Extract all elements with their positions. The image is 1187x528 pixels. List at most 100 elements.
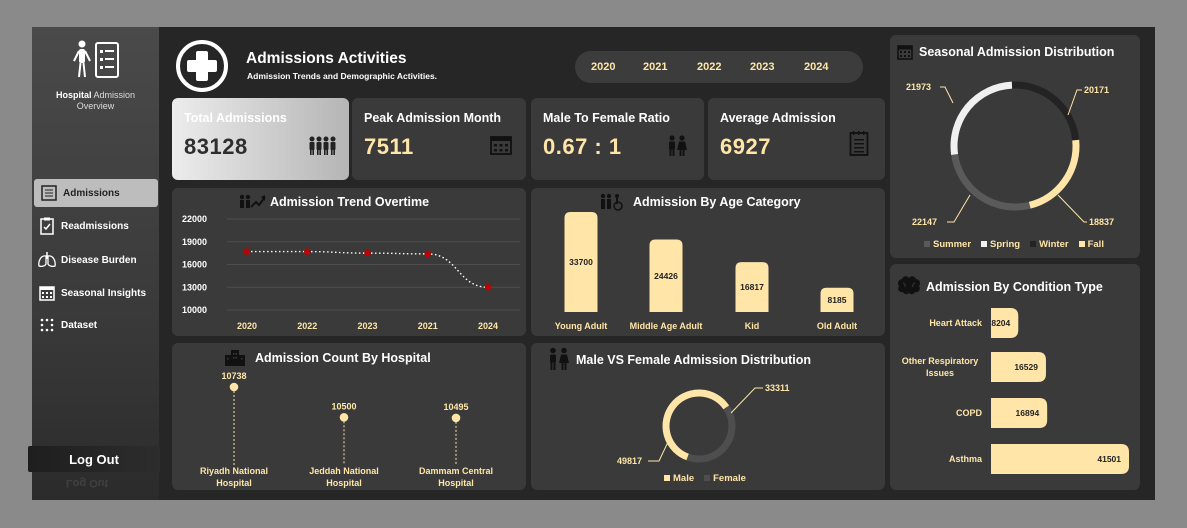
kpi-value: 6927	[720, 134, 771, 159]
kpi-label: Peak Admission Month	[364, 111, 502, 125]
brain-icon	[898, 276, 920, 295]
kpi-label: Male To Female Ratio	[543, 111, 670, 125]
data-label: 41501	[1097, 454, 1121, 464]
kpi-value: 7511	[364, 134, 414, 159]
sidebar-item-seasonal-insights[interactable]: Seasonal Insights	[32, 279, 159, 307]
x-tick-label: 2024	[478, 321, 498, 331]
trend-line-chart: 22000 19000 16000 13000 10000 2020 2022 2023 202…	[182, 214, 520, 331]
donut-slice	[1028, 139, 1080, 209]
legend-winter: Winter	[1030, 239, 1069, 250]
condition-bar-chart: 8204 Heart Attack 16529 Other Respiratory Is…	[902, 308, 1129, 474]
age-category-card: Admission By Age Category 33700 Young Adu…	[531, 188, 885, 336]
age-bar	[820, 287, 854, 312]
seasonal-distribution-card: Seasonal Admission Distribution 22147 219…	[890, 35, 1140, 258]
y-tick-label: 13000	[182, 282, 207, 292]
kpi-peak-month: Peak Admission Month 7511	[352, 98, 526, 180]
legend-fall: Fall	[1078, 239, 1104, 250]
x-tick-label: 2020	[237, 321, 257, 331]
data-label: 10738	[221, 371, 246, 381]
leader-line	[730, 387, 763, 414]
calendar-icon	[490, 136, 512, 155]
category-label: Issues	[926, 368, 954, 378]
legend-summer: Summer	[924, 239, 971, 250]
category-label: Middle Age Adult	[630, 321, 703, 331]
category-label: Other Respiratory	[902, 356, 979, 366]
leader-line	[940, 86, 954, 104]
dashboard: Hospital Admission Overview Admissions R…	[28, 27, 1155, 500]
data-label: 10495	[443, 402, 468, 412]
data-label: 16529	[1014, 362, 1038, 372]
app-title: Hospital Admission Overview	[55, 90, 136, 111]
y-tick-label: 16000	[182, 260, 207, 270]
skeleton-clipboard-icon	[72, 40, 119, 78]
category-label: Young Adult	[555, 321, 607, 331]
year-2023-button[interactable]: 2023	[750, 61, 775, 73]
kpi-value: 83128	[184, 134, 248, 159]
notepad-icon	[849, 131, 869, 156]
hospital-lollipop-chart: 10738 Riyadh National Hospital 10500 Jeddah …	[200, 371, 493, 488]
chart-title: Admission By Condition Type	[926, 280, 1103, 294]
data-label: 8204	[991, 318, 1010, 328]
sidebar-item-readmissions[interactable]: Readmissions	[32, 212, 159, 240]
y-tick-label: 10000	[182, 305, 207, 315]
medical-cross-icon	[176, 40, 228, 92]
donut-slice	[950, 81, 1013, 155]
lollipop-dot	[229, 382, 239, 392]
data-label: 20171	[1084, 85, 1109, 95]
condition-bar	[991, 398, 1048, 428]
trend-people-icon	[239, 194, 266, 208]
category-label: Old Adult	[817, 321, 857, 331]
logout-button[interactable]: Log Out	[28, 446, 160, 472]
x-tick-label: 2022	[297, 321, 317, 331]
dots-grid-icon	[38, 316, 56, 334]
kpi-gender-ratio: Male To Female Ratio 0.67 : 1	[531, 98, 704, 180]
sidebar-item-dataset[interactable]: Dataset	[32, 311, 159, 339]
year-2024-button[interactable]: 2024	[804, 61, 829, 73]
people-wheelchair-icon	[600, 193, 623, 211]
category-label: Heart Attack	[929, 318, 983, 328]
chart-title: Admission By Age Category	[633, 195, 801, 209]
year-2022-button[interactable]: 2022	[697, 61, 722, 73]
data-label: 33700	[569, 257, 593, 267]
sidebar-item-disease-burden[interactable]: Disease Burden	[32, 246, 159, 274]
couple-icon	[669, 135, 687, 156]
year-2021-button[interactable]: 2021	[643, 61, 668, 73]
condition-type-card: Admission By Condition Type 8204 Heart At…	[890, 264, 1140, 490]
age-bar-chart: 33700 Young Adult 24426 Middle Age Adult 168…	[555, 212, 857, 331]
donut-slice	[951, 153, 1031, 211]
data-label: 24426	[654, 271, 678, 281]
age-bar	[564, 212, 598, 312]
category-label: Kid	[745, 321, 760, 331]
category-label: Hospital	[216, 478, 252, 488]
age-bar	[735, 262, 769, 312]
data-label: 8185	[828, 295, 847, 305]
sidebar-item-admissions[interactable]: Admissions	[34, 179, 158, 207]
y-tick-label: 22000	[182, 214, 207, 224]
clipboard-icon	[38, 217, 56, 235]
trend-point	[304, 248, 311, 255]
year-filter: 2020 2021 2022 2023 2024	[575, 51, 863, 83]
data-label: 10500	[331, 401, 356, 411]
data-label: 49817	[617, 456, 642, 466]
condition-bar	[991, 352, 1046, 382]
trend-point	[243, 248, 251, 255]
condition-bar	[991, 308, 1019, 338]
leader-line	[1057, 194, 1087, 223]
trend-point	[424, 250, 431, 258]
kpi-value: 0.67 : 1	[543, 134, 622, 159]
kpi-label: Total Admissions	[184, 111, 287, 125]
year-2020-button[interactable]: 2020	[591, 61, 616, 73]
kpi-average-admission: Average Admission 6927	[708, 98, 885, 180]
leader-line	[947, 194, 971, 223]
lollipop-dot	[451, 413, 461, 423]
hospital-building-icon	[225, 350, 245, 366]
kpi-total-admissions: Total Admissions 83128	[172, 98, 349, 180]
trend-point	[484, 284, 492, 291]
page-subtitle: Admission Trends and Demographic Activit…	[247, 71, 438, 81]
list-icon	[40, 184, 58, 202]
condition-bar	[991, 444, 1129, 474]
logo: Hospital Admission Overview	[32, 39, 159, 112]
data-label: 22147	[912, 217, 937, 227]
trend-point	[364, 249, 371, 257]
leader-line	[648, 441, 669, 462]
